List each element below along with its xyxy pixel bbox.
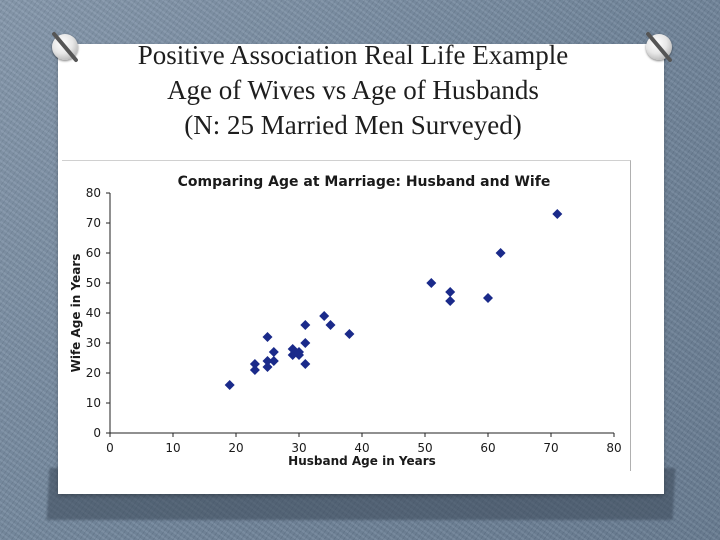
y-tick-label: 40 bbox=[86, 306, 101, 320]
y-tick-label: 70 bbox=[86, 216, 101, 230]
y-axis-label: Wife Age in Years bbox=[69, 254, 83, 373]
paper-clip-icon bbox=[52, 34, 78, 60]
scatter-point bbox=[300, 359, 311, 369]
scatter-point bbox=[294, 347, 304, 357]
x-tick-label: 50 bbox=[417, 441, 432, 455]
scatter-point bbox=[552, 209, 563, 219]
scatter-point bbox=[300, 320, 311, 330]
x-tick-label: 0 bbox=[106, 441, 114, 455]
paper-clip-icon bbox=[646, 34, 672, 60]
y-tick-label: 30 bbox=[86, 336, 101, 350]
scatter-point bbox=[287, 350, 298, 360]
y-tick-label: 0 bbox=[93, 426, 101, 440]
x-axis-label: Husband Age in Years bbox=[288, 454, 436, 468]
scatter-point bbox=[300, 338, 311, 348]
scatter-point bbox=[268, 356, 279, 366]
y-tick-label: 50 bbox=[86, 276, 101, 290]
scatter-point bbox=[268, 347, 279, 357]
scatter-point bbox=[287, 344, 298, 354]
scatter-point bbox=[249, 365, 260, 375]
scatter-point bbox=[249, 359, 260, 369]
x-tick-label: 30 bbox=[291, 441, 306, 455]
y-tick-label: 10 bbox=[86, 396, 101, 410]
slide-title: Positive Association Real Life Example A… bbox=[58, 38, 648, 143]
scatter-chart: Comparing Age at Marriage: Husband and W… bbox=[69, 174, 622, 468]
y-tick-label: 80 bbox=[86, 186, 101, 200]
y-tick-label: 60 bbox=[86, 246, 101, 260]
scatter-point bbox=[445, 287, 456, 297]
y-axis-ticks: 0 10 20 30 40 50 60 70 80 bbox=[86, 186, 110, 440]
scatter-point bbox=[224, 380, 235, 390]
x-tick-label: 80 bbox=[606, 441, 621, 455]
scatter-point bbox=[426, 278, 437, 288]
scatter-point bbox=[262, 356, 273, 366]
x-tick-label: 20 bbox=[228, 441, 243, 455]
slide-title-line-2: Age of Wives vs Age of Husbands bbox=[167, 75, 539, 105]
x-tick-label: 70 bbox=[543, 441, 558, 455]
data-points bbox=[224, 209, 563, 390]
x-tick-label: 40 bbox=[354, 441, 369, 455]
chart-container: Comparing Age at Marriage: Husband and W… bbox=[62, 160, 631, 471]
scatter-point bbox=[319, 311, 330, 321]
x-axis-ticks: 0 10 20 30 40 50 60 70 80 bbox=[106, 433, 622, 455]
slide-title-line-1: Positive Association Real Life Example bbox=[137, 40, 569, 70]
scatter-point bbox=[344, 329, 355, 339]
scatter-point bbox=[325, 320, 336, 330]
chart-axes bbox=[109, 193, 614, 434]
scatter-point bbox=[262, 362, 273, 372]
y-tick-label: 20 bbox=[86, 366, 101, 380]
scatter-point bbox=[262, 332, 273, 342]
scatter-point bbox=[483, 293, 493, 303]
x-tick-label: 10 bbox=[165, 441, 180, 455]
chart-title: Comparing Age at Marriage: Husband and W… bbox=[178, 174, 551, 190]
x-tick-label: 60 bbox=[480, 441, 495, 455]
scatter-point bbox=[445, 296, 456, 306]
scatter-point bbox=[495, 248, 506, 258]
slide-title-line-3: (N: 25 Married Men Surveyed) bbox=[184, 110, 522, 140]
